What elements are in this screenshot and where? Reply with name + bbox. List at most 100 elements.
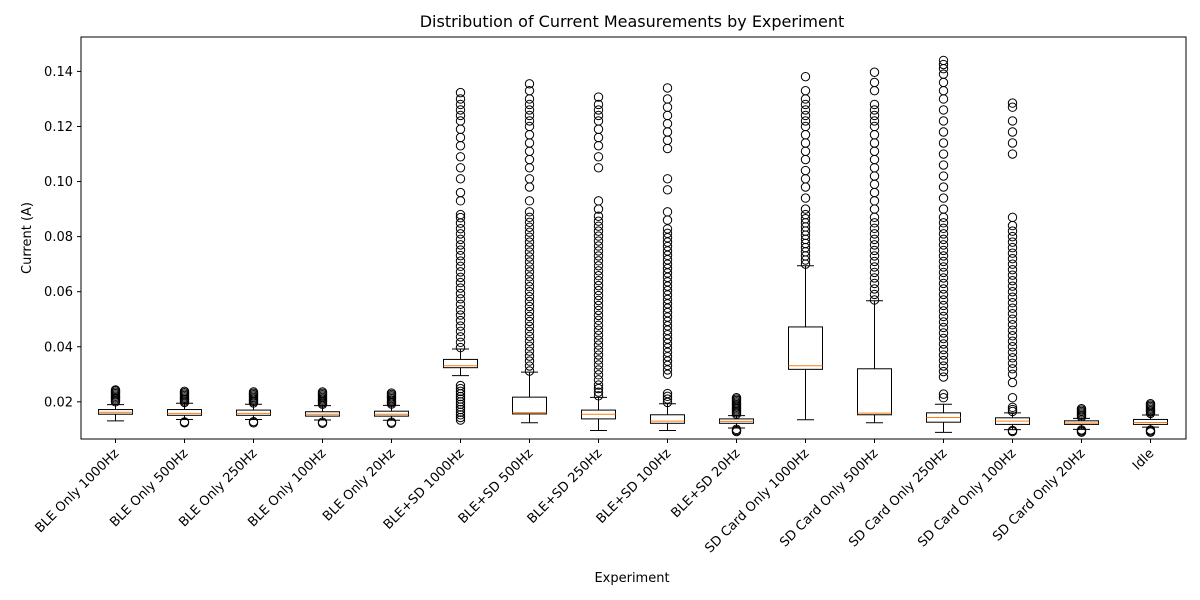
outlier-point <box>1007 358 1018 368</box>
outlier-point <box>455 310 466 320</box>
outlier-point <box>524 207 535 217</box>
outlier-point <box>800 94 811 104</box>
outlier-point <box>455 234 466 245</box>
outlier-point <box>1007 309 1018 319</box>
outlier-point <box>938 138 949 148</box>
x-tick-label: BLE+SD 500Hz <box>456 446 537 527</box>
outlier-point <box>524 110 535 121</box>
outlier-point <box>869 234 880 245</box>
outlier-point <box>524 130 535 140</box>
outlier-point <box>455 229 466 239</box>
outlier-point <box>1007 237 1018 247</box>
outlier-point <box>938 105 949 115</box>
outlier-point <box>800 214 811 224</box>
outlier-point <box>455 399 466 410</box>
box-group <box>650 83 685 431</box>
outlier-point <box>662 83 673 93</box>
outlier-point <box>524 237 535 247</box>
iqr-box <box>1133 418 1168 425</box>
outlier-point <box>593 110 604 121</box>
y-tick-label: 0.06 <box>44 285 73 300</box>
outlier-point <box>455 326 466 337</box>
outlier-point <box>455 267 466 277</box>
outlier-point <box>869 121 880 132</box>
outlier-point <box>869 154 880 165</box>
outlier-point <box>869 262 880 272</box>
outlier-point <box>593 261 604 271</box>
outlier-point <box>455 386 466 397</box>
outlier-point <box>938 256 949 267</box>
outlier-point <box>524 232 535 242</box>
outlier-point <box>938 311 949 322</box>
y-axis-label: Current (A) <box>20 202 35 274</box>
outlier-point <box>455 288 466 299</box>
outlier-point <box>938 182 949 192</box>
outlier-point <box>662 207 673 217</box>
outlier-point <box>593 280 604 291</box>
outlier-point <box>938 328 949 338</box>
outlier-point <box>662 102 673 112</box>
outlier-point <box>938 322 949 333</box>
outlier-point <box>869 218 880 228</box>
outlier-point <box>455 141 466 151</box>
plot-area <box>98 55 1168 437</box>
outlier-point <box>110 385 121 395</box>
outlier-point <box>593 216 604 226</box>
outlier-point <box>869 251 880 261</box>
outlier-point <box>1007 353 1018 363</box>
outlier-point <box>800 105 811 115</box>
outlier-point <box>1007 331 1018 341</box>
outlier-point <box>938 229 949 239</box>
y-tick-label: 0.04 <box>44 340 73 355</box>
outlier-point <box>869 187 880 198</box>
box-group <box>98 385 133 422</box>
outlier-point <box>593 285 604 296</box>
outlier-point <box>938 350 949 360</box>
outlier-point <box>593 300 604 311</box>
outlier-point <box>800 71 811 82</box>
outlier-point <box>869 77 880 88</box>
x-tick-label: BLE+SD 100Hz <box>594 446 675 527</box>
box-group <box>167 386 202 428</box>
outlier-point <box>1007 342 1018 352</box>
outlier-point <box>524 277 535 287</box>
y-tick-label: 0.14 <box>44 65 73 80</box>
outlier-point <box>593 221 604 231</box>
outlier-point <box>869 99 880 110</box>
outlier-point <box>593 226 604 236</box>
outlier-point <box>593 132 604 143</box>
outlier-point <box>524 282 535 292</box>
outlier-point <box>593 335 604 345</box>
outlier-point <box>524 222 535 232</box>
outlier-point <box>593 370 604 380</box>
x-tick-label: Idle <box>1130 446 1157 473</box>
outlier-point <box>1007 220 1018 231</box>
outlier-point <box>524 361 535 371</box>
outlier-point <box>1007 98 1018 108</box>
outlier-point <box>524 154 535 165</box>
outlier-point <box>869 289 880 300</box>
outlier-point <box>524 346 535 356</box>
outlier-point <box>524 257 535 267</box>
outlier-point <box>593 196 604 206</box>
outlier-point <box>455 212 466 223</box>
outlier-point <box>524 252 535 262</box>
outlier-point <box>938 300 949 311</box>
outlier-point <box>455 132 466 143</box>
outlier-point <box>869 196 880 206</box>
box-group <box>443 87 478 425</box>
outlier-point <box>869 256 880 267</box>
outlier-point <box>593 375 604 385</box>
outlier-point <box>524 105 535 115</box>
outlier-point <box>662 185 673 195</box>
outlier-point <box>455 116 466 126</box>
x-axis-label: Experiment <box>594 571 669 586</box>
outlier-point <box>662 143 673 154</box>
outlier-point <box>455 261 466 272</box>
outlier-point <box>386 388 397 398</box>
y-tick-label: 0.10 <box>44 175 73 190</box>
outlier-point <box>455 380 466 391</box>
outlier-point <box>800 138 811 148</box>
x-tick-label: BLE Only 20Hz <box>320 446 398 524</box>
